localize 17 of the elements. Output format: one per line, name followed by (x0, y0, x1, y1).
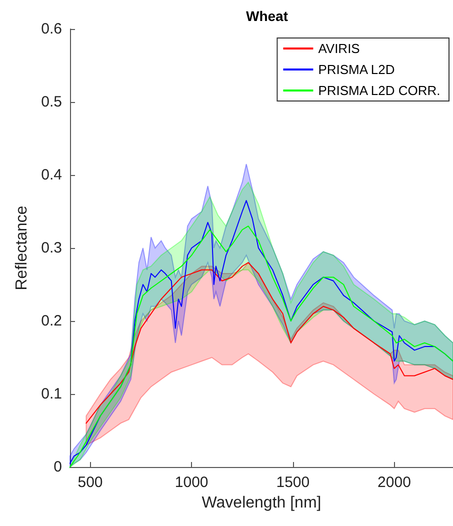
legend-label: PRISMA L2D CORR. (318, 83, 440, 98)
y-tick-label: 0.2 (41, 312, 62, 330)
x-tick-label: 1500 (276, 474, 310, 491)
y-tick-label: 0.1 (41, 386, 62, 402)
x-tick-label: 500 (78, 474, 103, 491)
chart-title: Wheat (246, 8, 288, 24)
x-tick-label: 2000 (378, 474, 411, 491)
y-axis-title: Reflectance (14, 206, 30, 290)
x-tick-label: 1000 (174, 474, 208, 491)
y-tick-label: 0.4 (41, 166, 62, 184)
y-tick-label: 0.5 (41, 94, 62, 110)
x-axis-title: Wavelength [nm] (202, 494, 322, 512)
y-tick-label: 0 (54, 458, 62, 476)
legend-label: PRISMA L2D (318, 62, 395, 77)
y-tick-label: 0.6 (41, 20, 62, 38)
y-tick-label: 0.3 (41, 240, 62, 256)
legend-label: AVIRIS (318, 41, 360, 56)
